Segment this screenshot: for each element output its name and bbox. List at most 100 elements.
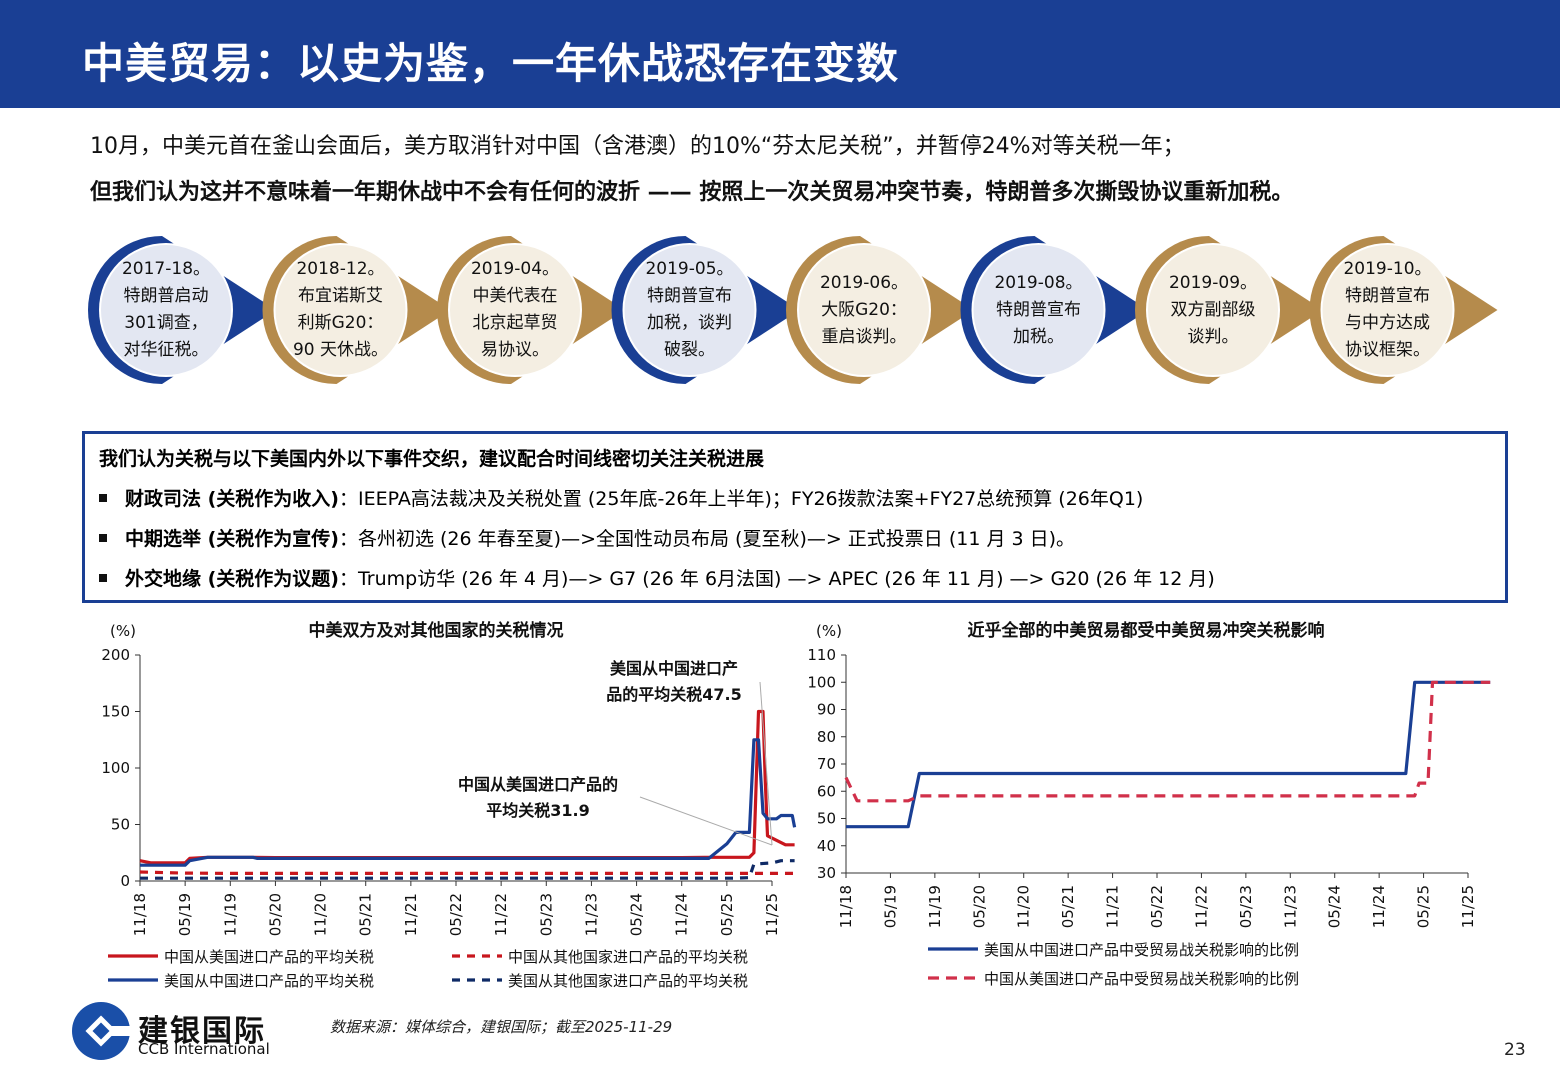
timeline-text: 2019-08。 特朗普宣布加税。	[979, 270, 1099, 351]
timeline-line: 2019-05。	[645, 259, 734, 279]
x-tick-label: 11/23	[582, 893, 600, 936]
y-tick-label: 200	[101, 646, 130, 664]
x-tick-label: 11/19	[221, 893, 239, 936]
x-tick-label: 11/19	[926, 885, 944, 928]
chart-1: 中美双方及对其他国家的关税情况 (%) 0 50 100 150 200 11/18 05/19…	[101, 620, 797, 990]
timeline-line: 加税。	[1013, 326, 1064, 347]
y-tick-label: 40	[817, 837, 836, 855]
x-tick-label: 11/20	[1015, 885, 1033, 928]
x-tick-label: 05/24	[628, 893, 646, 936]
chart-2: 近乎全部的中美贸易都受中美贸易冲突关税影响 (%) 30 40 50 60 70 80 90 10…	[807, 620, 1491, 988]
intro-line-1: 10月，中美元首在釜山会面后，美方取消针对中国（含港澳）的10%“芬太尼关税”，…	[90, 134, 1185, 159]
timeline-line: 谈判。	[1187, 326, 1239, 347]
y-tick-label: 30	[817, 864, 836, 882]
timeline-line: 中美代表在	[472, 286, 558, 306]
x-tick-label: 05/21	[357, 893, 375, 936]
y-tick-label: 100	[807, 673, 836, 691]
timeline-line: 2019-04。	[470, 259, 560, 279]
timeline-line: 特朗普宣布	[996, 299, 1081, 320]
timeline-line: 易协议。	[481, 340, 549, 360]
timeline-text: 2019-09。 双方副部级谈判。	[1153, 270, 1273, 351]
x-tick-label: 05/23	[537, 893, 555, 936]
timeline-node	[960, 236, 1149, 384]
ccb-logo-icon	[72, 1002, 132, 1060]
source-note: 数据来源：媒体综合，建银国际；截至2025-11-29	[330, 1018, 673, 1036]
legend-label: 中国从其他国家进口产品的平均关税	[508, 948, 748, 966]
events-heading: 我们认为关税与以下美国内外以下事件交织，建议配合时间线密切关注关税进展	[99, 448, 765, 470]
event-item: 外交地缘 (关税作为议题)：Trump访华 (26 年 4 月)—> G7 (2…	[99, 564, 1215, 591]
timeline-text: 2019-04。 中美代表在北京起草贸易协议。	[455, 256, 575, 364]
timeline-node	[1135, 236, 1323, 384]
y-tick-label: 50	[817, 810, 836, 828]
timeline-line: 加税，谈判	[647, 313, 732, 333]
x-tick-label: 11/23	[1281, 885, 1299, 928]
x-tick-label: 11/21	[1104, 885, 1122, 928]
y-tick-label: 150	[101, 703, 130, 721]
bullet-icon	[99, 573, 107, 582]
series-line	[846, 680, 1491, 829]
timeline-line: 2019-08。	[994, 272, 1083, 293]
timeline-line: 2017-18。	[121, 259, 211, 279]
timeline-line: 大阪G20：	[821, 299, 907, 320]
series-line	[844, 680, 1491, 803]
legend-label: 美国从其他国家进口产品的平均关税	[508, 972, 748, 990]
timeline-line: 双方副部级	[1170, 299, 1256, 320]
series-line	[139, 870, 795, 875]
timeline-node	[786, 236, 974, 384]
x-tick-label: 05/21	[1059, 885, 1077, 928]
timeline-line: 2019-06。	[819, 272, 909, 293]
annotation-text: 中国从美国进口产品的	[458, 775, 618, 794]
series-line	[140, 738, 797, 867]
annotation-text: 美国从中国进口产	[610, 659, 738, 678]
charts-area: 中美双方及对其他国家的关税情况 (%) 0 50 100 150 200 11/18 05/19…	[101, 620, 1491, 990]
x-tick-label: 05/19	[176, 893, 194, 936]
timeline-line: 2018-12。	[296, 259, 385, 279]
timeline-text: 2019-06。 大阪G20： 重启谈判。	[804, 270, 924, 351]
y-tick-label: 100	[101, 759, 130, 777]
event-text: ：各州初选 (26 年春至夏)—>全国性动员布局 (夏至秋)—> 正式投票日 (…	[338, 528, 1076, 550]
event-item: 中期选举 (关税作为宣传)：各州初选 (26 年春至夏)—>全国性动员布局 (夏…	[99, 524, 1075, 551]
y-tick-label: 80	[817, 728, 836, 746]
y-unit-label: (%)	[816, 622, 842, 640]
x-tick-label: 05/20	[266, 893, 284, 936]
node-fill	[973, 245, 1104, 375]
x-tick-label: 11/22	[492, 893, 510, 936]
x-tick-label: 05/20	[970, 885, 988, 928]
timeline-line: 重启谈判。	[821, 326, 907, 347]
event-text: ：IEEPA高法裁决及关税处置 (25年底-26年上半年)；FY26拨款法案+F…	[338, 488, 1144, 510]
timeline-line: 北京起草贸	[472, 313, 558, 333]
x-tick-label: 11/25	[1459, 885, 1477, 928]
x-tick-label: 05/22	[1148, 885, 1166, 928]
x-tick-label: 05/22	[447, 893, 465, 936]
x-tick-label: 11/22	[1192, 885, 1210, 928]
node-fill	[1322, 245, 1453, 375]
x-tick-label: 05/19	[881, 885, 899, 928]
x-tick-label: 11/18	[131, 893, 149, 936]
timeline-node	[611, 236, 800, 384]
timeline-text: 2019-10。 特朗普宣布 与中方达成 协议框架。	[1328, 256, 1448, 364]
event-item: 财政司法 (关税作为收入)：IEEPA高法裁决及关税处置 (25年底-26年上半…	[99, 484, 1143, 511]
timeline-node	[1309, 236, 1498, 384]
chart-title: 近乎全部的中美贸易都受中美贸易冲突关税影响	[968, 620, 1325, 641]
legend-label: 中国从美国进口产品中受贸易战关税影响的比例	[984, 970, 1299, 988]
event-label: 中期选举 (关税作为宣传)	[125, 528, 339, 550]
bullet-icon	[99, 493, 107, 502]
x-tick-label: 05/25	[1415, 885, 1433, 928]
y-tick-label: 90	[817, 701, 836, 719]
timeline-text: 2018-12。 布宜诺斯艾 利斯G20： 90 天休战。	[281, 256, 401, 364]
logo-text-en: CCB International	[138, 1040, 270, 1058]
x-tick-label: 11/18	[837, 885, 855, 928]
timeline: 2017-18。 特朗普启动 301调查， 对华征税。 2018-12。 布宜诺斯艾 利斯G…	[0, 220, 1560, 400]
annotation-text: 品的平均关税47.5	[606, 685, 741, 704]
legend-label: 美国从中国进口产品中受贸易战关税影响的比例	[984, 941, 1299, 959]
annotation-leader	[759, 681, 773, 846]
node-fill	[275, 245, 406, 375]
event-label: 财政司法 (关税作为收入)	[125, 488, 339, 510]
timeline-line: 2019-09。	[1168, 272, 1258, 293]
node-fill	[799, 245, 929, 375]
timeline-line: 利斯G20：	[297, 313, 384, 333]
y-tick-label: 0	[120, 872, 130, 890]
timeline-line: 特朗普启动	[123, 286, 209, 306]
x-tick-label: 05/25	[718, 893, 736, 936]
timeline-line: 90 天休战。	[292, 340, 389, 360]
